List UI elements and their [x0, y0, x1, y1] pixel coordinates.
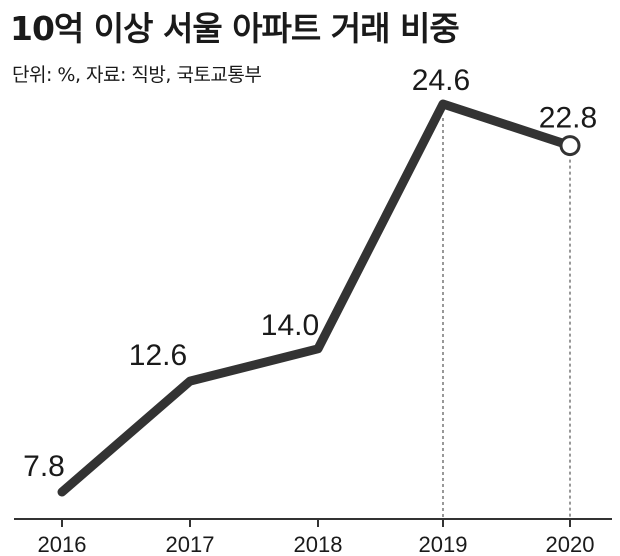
series-line	[57, 99, 575, 497]
x-axis-labels: 2016 2017 2018 2019 2020	[38, 532, 595, 556]
x-tick-label-2020: 2020	[546, 532, 595, 556]
x-tick-label-2018: 2018	[294, 532, 343, 556]
x-tick-label-2019: 2019	[419, 532, 468, 556]
data-label-2016: 7.8	[23, 450, 65, 483]
reference-lines	[442, 118, 571, 519]
data-label-2018: 14.0	[261, 309, 319, 342]
chart-subtitle: 단위: %, 자료: 직방, 국토교통부	[12, 64, 262, 86]
data-markers	[559, 135, 581, 157]
data-label-2017: 12.6	[129, 339, 187, 372]
data-labels: 7.8 12.6 14.0 24.6 22.8	[23, 64, 597, 483]
data-label-2019: 24.6	[412, 64, 470, 97]
data-marker-2020	[559, 135, 581, 157]
x-tick-label-2017: 2017	[166, 532, 215, 556]
x-tick-label-2016: 2016	[38, 532, 87, 556]
x-axis-ticks	[61, 519, 571, 527]
data-label-2020: 22.8	[539, 102, 597, 135]
chart-title: 10억 이상 서울 아파트 거래 비중	[10, 9, 460, 48]
